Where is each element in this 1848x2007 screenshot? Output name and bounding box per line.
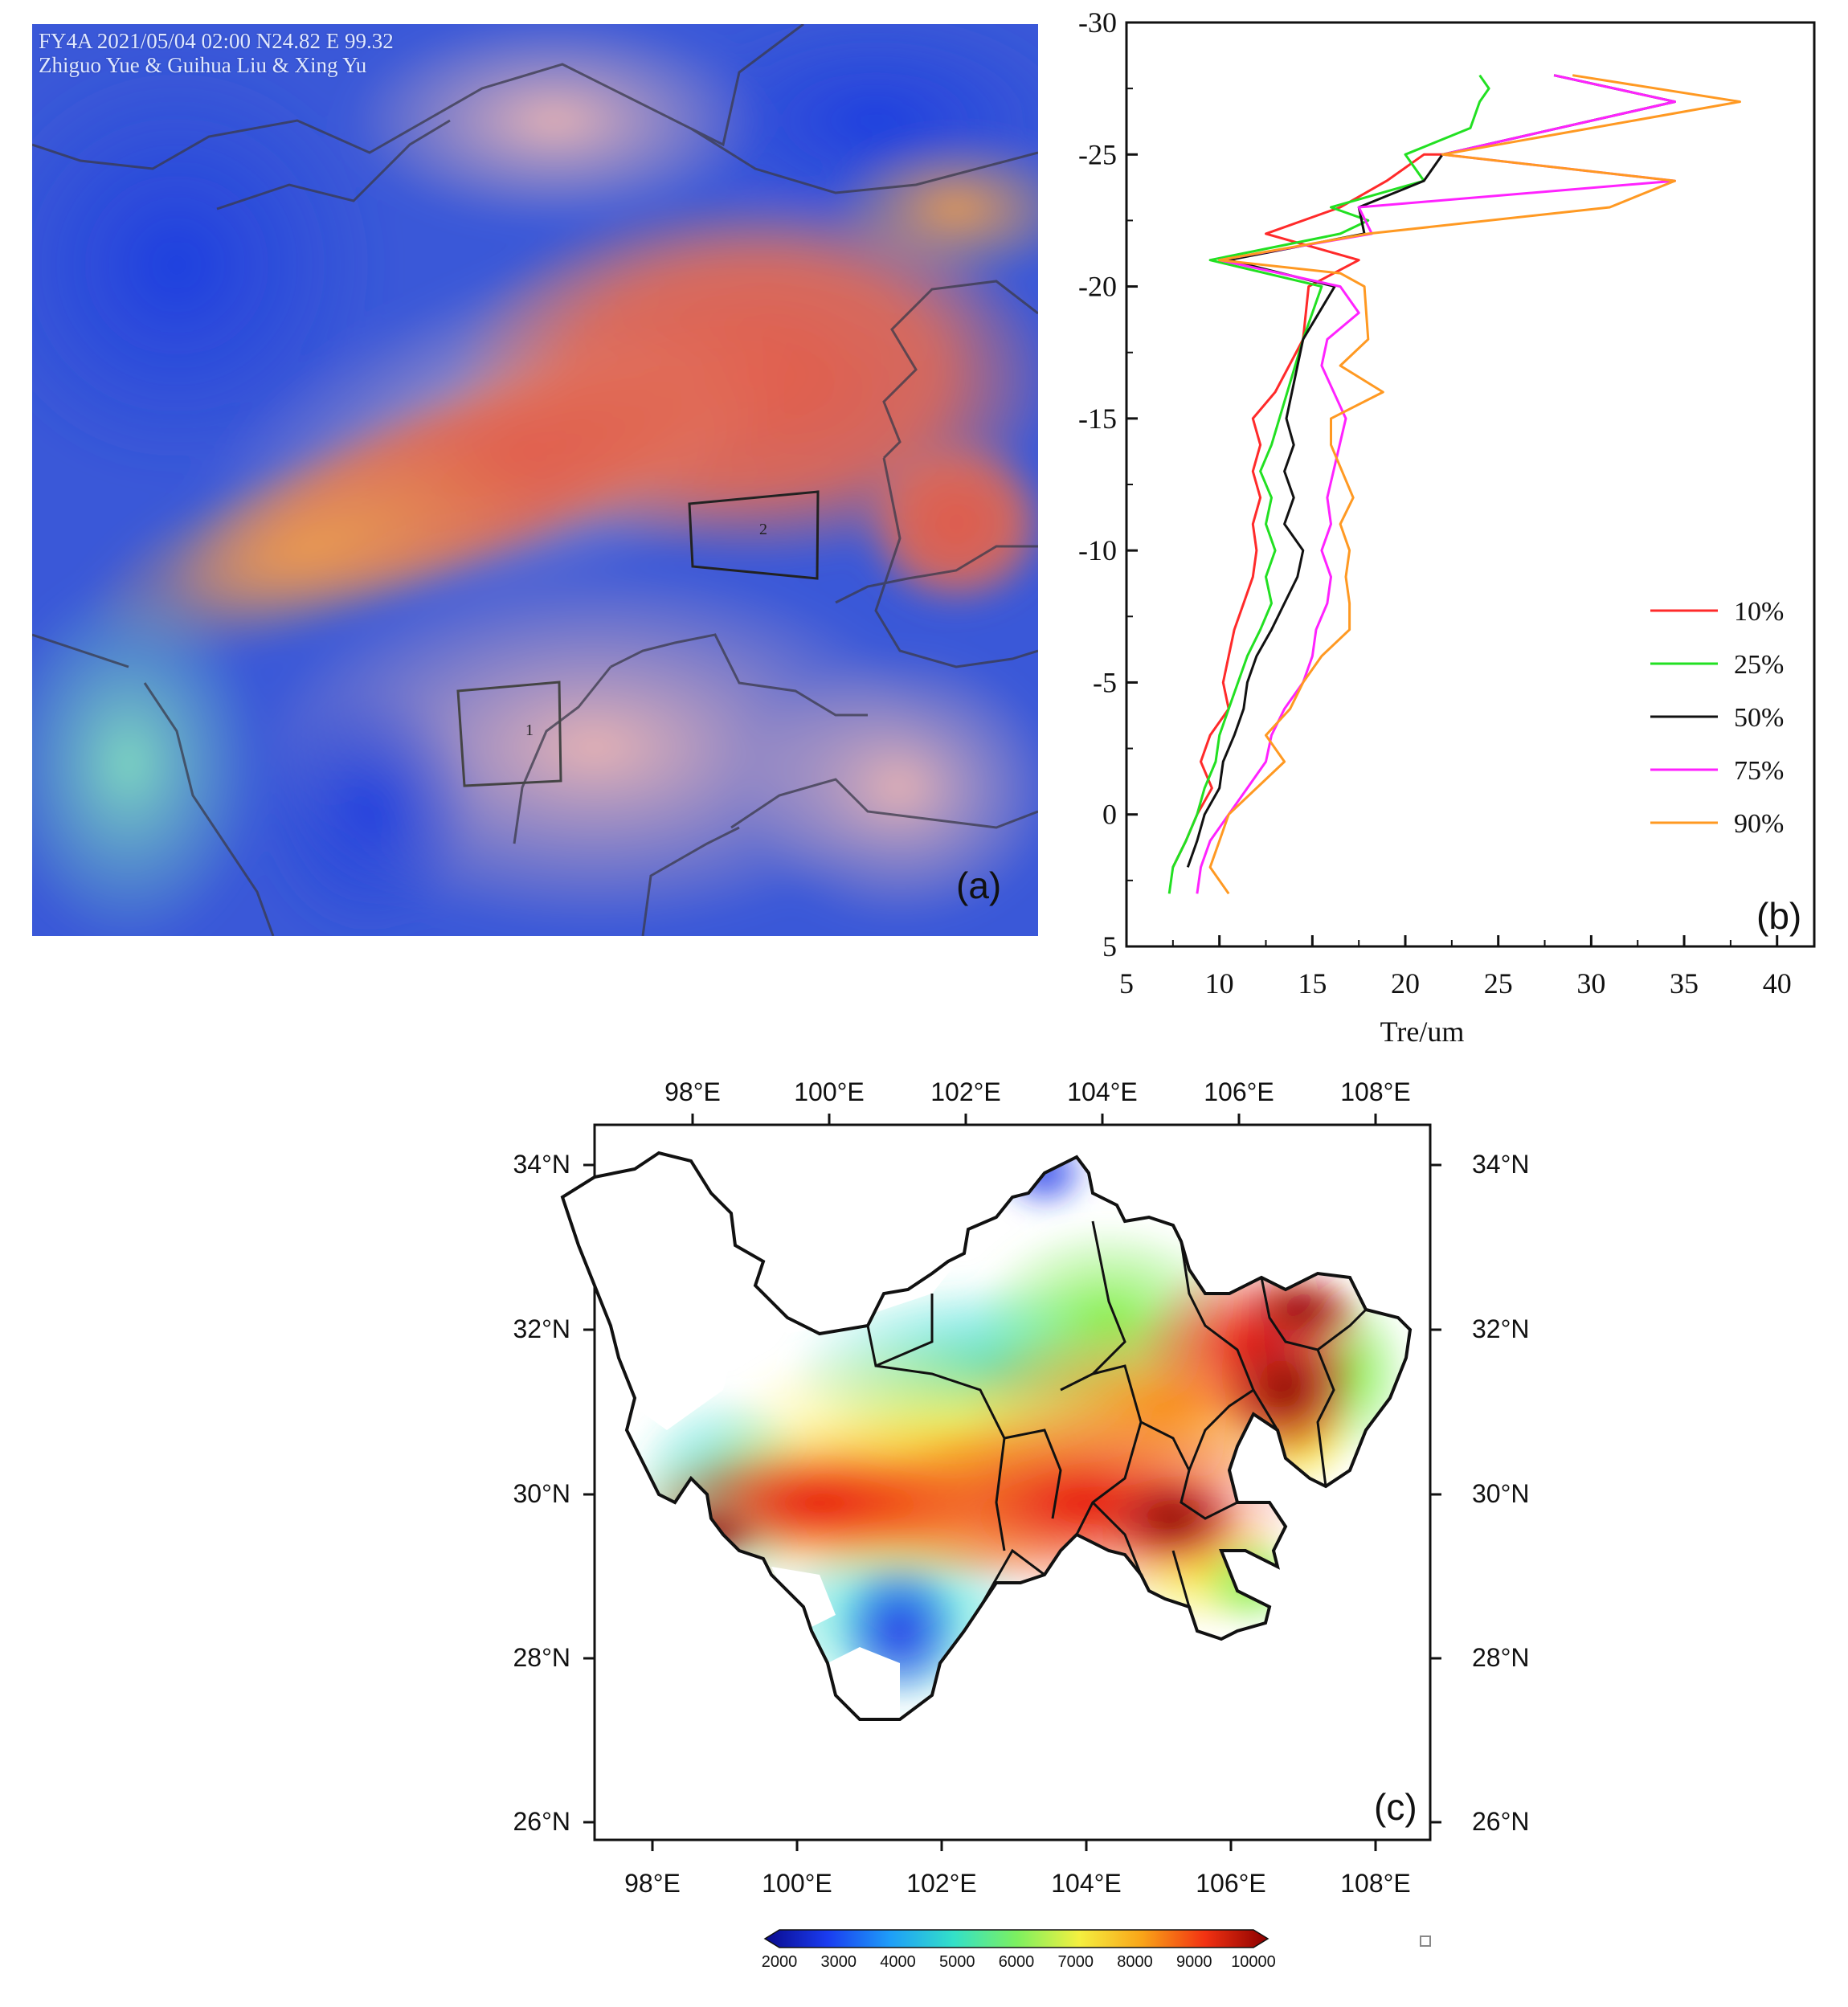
x-tick-label: 30	[1576, 967, 1605, 999]
map-bottom-tick-label: 100°E	[762, 1869, 832, 1898]
satellite-timestamp: FY4A 2021/05/04 02:00 N24.82 E 99.32	[39, 29, 394, 53]
map-top-tick-label: 102°E	[930, 1077, 1001, 1106]
map-top-tick-label: 100°E	[794, 1077, 865, 1106]
y-tick-label: -5	[1093, 666, 1117, 698]
series-line-90pct	[1208, 74, 1741, 895]
map-left-tick-label: 30°N	[513, 1479, 571, 1508]
colorbar-tick-label: 6000	[999, 1953, 1035, 1971]
map-left-tick-label: 32°N	[513, 1314, 571, 1343]
y-tick-label: -25	[1078, 138, 1117, 170]
legend-label: 50%	[1734, 703, 1784, 733]
satellite-image-panel: FY4A 2021/05/04 02:00 N24.82 E 99.32 Zhi…	[32, 24, 1038, 936]
series-line-50pct	[1186, 74, 1676, 868]
y-tick-label: -15	[1078, 403, 1117, 435]
map-top-tick-label: 98°E	[664, 1077, 721, 1106]
y-tick-label: -30	[1078, 6, 1117, 39]
satellite-authors: Zhiguo Yue & Guihua Liu & Xing Yu	[39, 53, 367, 77]
x-tick-label: 10	[1205, 967, 1234, 999]
map-right-tick-label: 34°N	[1472, 1150, 1530, 1179]
colorbar-tick-label: 7000	[1058, 1953, 1094, 1971]
map-left-tick-label: 34°N	[513, 1150, 571, 1179]
y-tick-label: 0	[1102, 799, 1117, 831]
map-left-tick-label: 28°N	[513, 1643, 571, 1672]
box-1-label: 1	[525, 721, 534, 739]
box-2-label: 2	[759, 521, 767, 538]
colorbar-tick-label: 10000	[1231, 1953, 1276, 1971]
series-line-75pct	[1196, 74, 1676, 894]
legend-label: 25%	[1734, 650, 1784, 680]
map-bottom-tick-label: 98°E	[624, 1869, 681, 1898]
map-top-tick-label: 104°E	[1067, 1077, 1138, 1106]
y-tick-label: 5	[1102, 930, 1117, 963]
satellite-header: FY4A 2021/05/04 02:00 N24.82 E 99.32 Zhi…	[39, 29, 394, 77]
legend-label: 90%	[1734, 809, 1784, 839]
map-top-tick-label: 108°E	[1340, 1077, 1411, 1106]
colorbar: 2000 3000 4000 5000 6000 7000 8000 9000 10000	[762, 1929, 1276, 1971]
small-square-icon	[1420, 1935, 1431, 1947]
x-tick-label: 35	[1670, 967, 1699, 999]
panel-c-label: (c)	[1374, 1786, 1417, 1828]
map-bottom-tick-label: 102°E	[906, 1869, 977, 1898]
profile-chart-panel: 5 10 15 20 25 30 35 40 -30 -25 -20 -15 -10 -5 0 5 Tre/um…	[1045, 0, 1848, 1069]
colorbar-tick-label: 8000	[1117, 1953, 1153, 1971]
legend-label: 10%	[1734, 597, 1784, 627]
colorbar-bar	[763, 1929, 1269, 1948]
map-right-tick-label: 26°N	[1472, 1807, 1530, 1836]
x-tick-label: 40	[1763, 967, 1792, 999]
y-tick-label: -20	[1078, 271, 1117, 303]
colorbar-tick-label: 5000	[939, 1953, 975, 1971]
map-right-tick-label: 30°N	[1472, 1479, 1530, 1508]
series-line-25pct	[1167, 74, 1490, 894]
map-bottom-tick-label: 108°E	[1340, 1869, 1411, 1898]
map-bottom-tick-label: 104°E	[1051, 1869, 1122, 1898]
colorbar-tick-label: 9000	[1176, 1953, 1212, 1971]
map-left-tick-label: 26°N	[513, 1807, 571, 1836]
map-panel: 98°E 100°E 102°E 104°E 106°E 108°E 98°E …	[482, 1053, 1591, 2003]
map-right-tick-label: 28°N	[1472, 1643, 1530, 1672]
x-tick-label: 20	[1391, 967, 1420, 999]
plot-frame	[1125, 21, 1816, 948]
colorbar-tick-label: 2000	[762, 1953, 798, 1971]
satellite-image	[32, 24, 1038, 936]
panel-a-label: (a)	[956, 865, 1002, 906]
map-top-tick-label: 106°E	[1204, 1077, 1274, 1106]
map-bottom-tick-label: 106°E	[1196, 1869, 1266, 1898]
colorbar-tick-label: 3000	[821, 1953, 857, 1971]
x-tick-label: 15	[1298, 967, 1327, 999]
colorbar-tick-label: 4000	[880, 1953, 916, 1971]
x-tick-label: 5	[1119, 967, 1134, 999]
x-axis-title: Tre/um	[1380, 1016, 1465, 1048]
panel-b-label: (b)	[1756, 895, 1801, 937]
map-right-tick-label: 32°N	[1472, 1314, 1530, 1343]
x-tick-label: 25	[1484, 967, 1513, 999]
y-tick-label: -10	[1078, 534, 1117, 566]
profile-line-chart: 5 10 15 20 25 30 35 40 -30 -25 -20 -15 -10 -5 0 5 Tre/um…	[1078, 6, 1816, 1048]
legend-label: 75%	[1734, 756, 1784, 786]
precip-map: 98°E 100°E 102°E 104°E 106°E 108°E 98°E …	[513, 1077, 1530, 1971]
